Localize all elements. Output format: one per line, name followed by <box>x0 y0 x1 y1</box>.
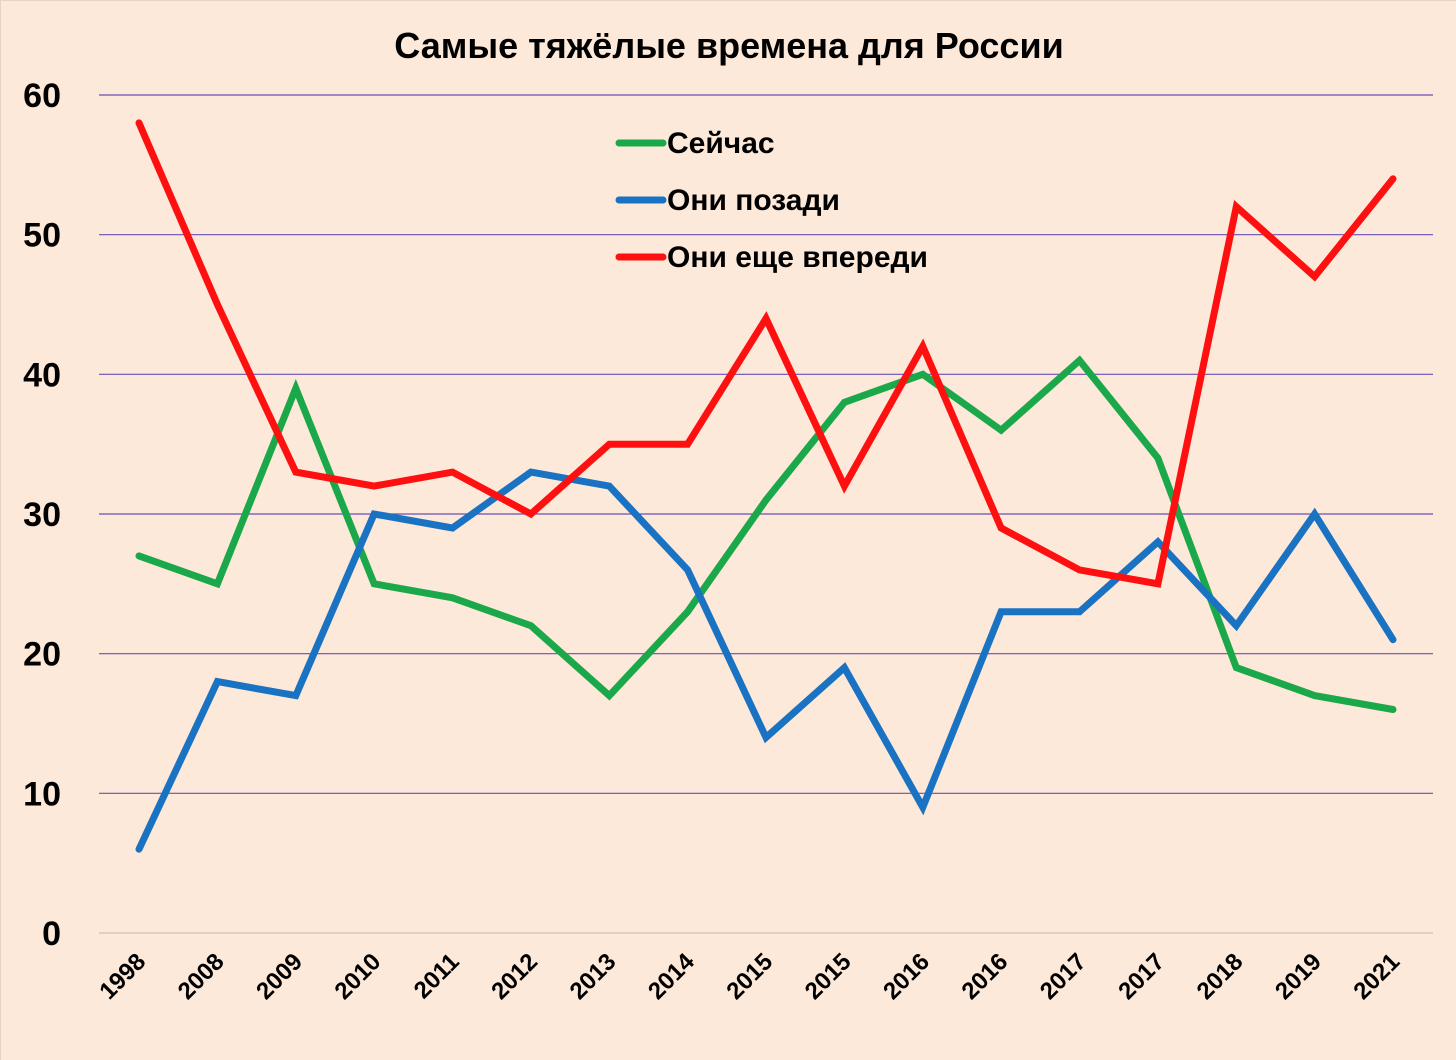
series-line-Сейчас <box>135 355 1397 713</box>
y-tick-label: 20 <box>23 636 61 674</box>
y-tick-label: 0 <box>42 915 61 953</box>
legend: Сейчас Они позади Они еще впереди <box>615 127 928 274</box>
chart-title: Самые тяжёлые времена для России <box>394 25 1063 66</box>
gridlines <box>99 94 1433 934</box>
y-tick-label: 50 <box>23 217 61 255</box>
legend-label: Они еще впереди <box>667 241 928 274</box>
legend-label: Они позади <box>667 184 840 217</box>
y-axis-ticks: 0 10 20 30 40 50 60 <box>23 77 61 953</box>
y-tick-label: 10 <box>23 775 61 813</box>
y-tick-label: 40 <box>23 356 61 394</box>
series-line-Они еще впереди <box>135 119 1397 588</box>
legend-label: Сейчас <box>667 127 775 160</box>
y-tick-label: 60 <box>23 77 61 115</box>
series-lines <box>135 119 1397 853</box>
y-tick-label: 30 <box>23 496 61 534</box>
series-line-Они позади <box>135 468 1397 853</box>
